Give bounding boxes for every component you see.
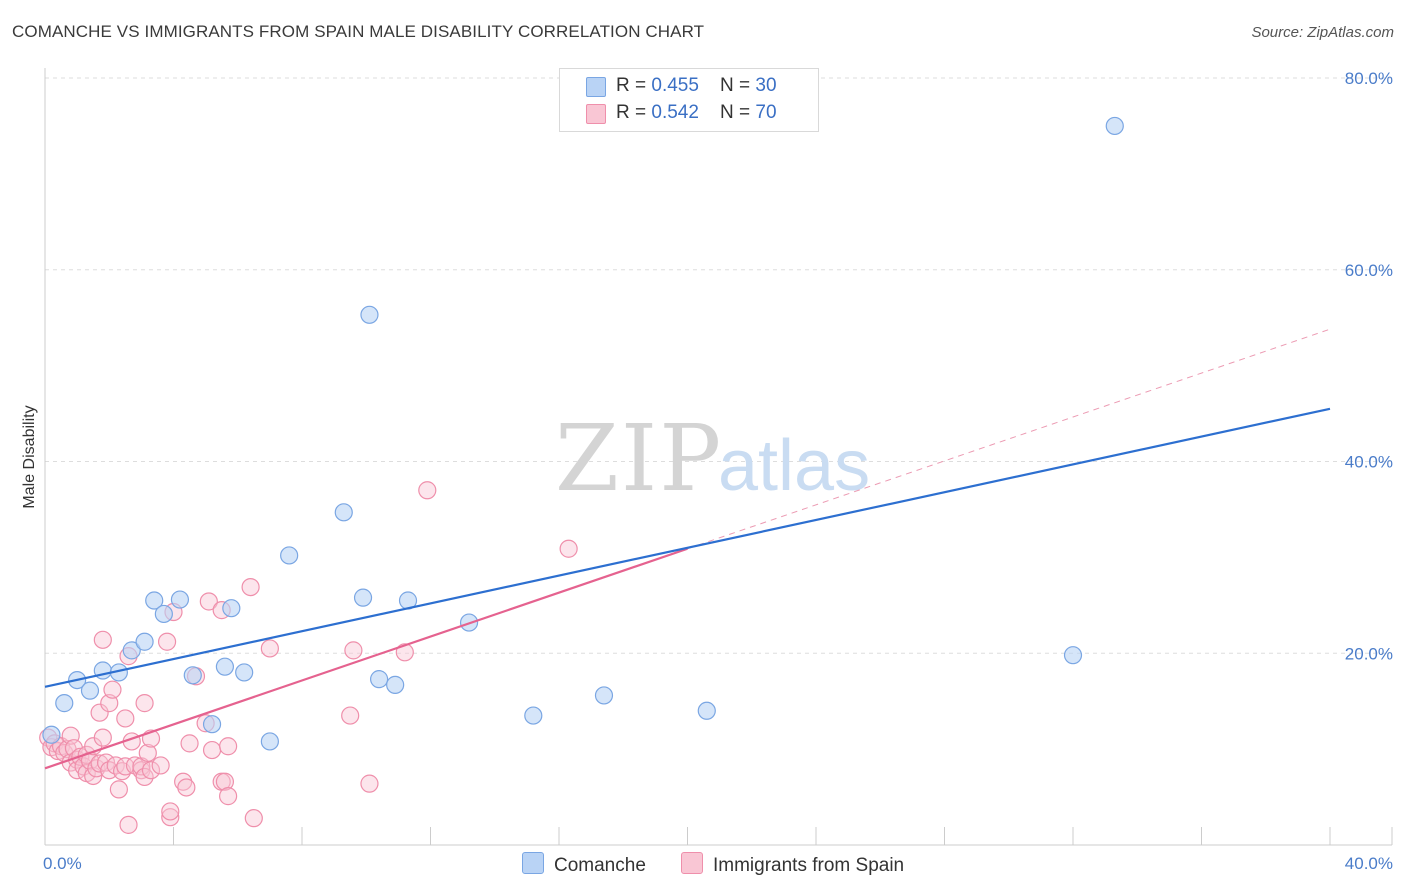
comanche-point [386, 675, 405, 694]
spain-point [418, 481, 437, 500]
spain-point [93, 728, 112, 747]
spain-point [157, 632, 177, 651]
spain-point [260, 639, 279, 658]
spain-point [174, 772, 193, 791]
spain-point [395, 643, 414, 662]
spain-point [241, 577, 260, 597]
legend-n-label: N = [720, 102, 756, 123]
comanche-point [202, 715, 222, 734]
comanche-point [170, 590, 190, 609]
comanche-point [280, 546, 299, 565]
x-tick-label: 40.0% [1345, 854, 1393, 873]
comanche-point [135, 632, 154, 651]
comanche-point [80, 681, 100, 700]
spain-point [199, 592, 218, 611]
spain-point [360, 774, 379, 793]
x-tick-label: 0.0% [43, 854, 82, 873]
x-tick-labels: 0.0% 40.0% [43, 854, 1393, 873]
comanche-point [370, 670, 389, 689]
series-immigrants-from-spain [39, 481, 578, 834]
comanche-swatch [586, 77, 606, 97]
comanche-point [235, 663, 254, 682]
spain-point [559, 539, 578, 558]
comanche-point [145, 591, 164, 610]
y-axis-label: Male Disability [21, 405, 38, 508]
spain-point [161, 808, 180, 827]
spain-point [161, 802, 180, 821]
comanche-point [353, 588, 373, 607]
spain-point [103, 680, 122, 699]
comanche-point [260, 732, 279, 751]
comanche-point [524, 706, 543, 725]
spain-point [244, 809, 263, 828]
correlation-legend: R = 0.455 N = 30 R = 0.542 N = 70 [559, 68, 819, 132]
comanche-trend-line [44, 407, 1331, 688]
spain-point [135, 767, 154, 787]
comanche-point [42, 725, 61, 744]
legend-n-value: 70 [755, 102, 777, 123]
y-tick-label: 40.0% [1345, 453, 1393, 472]
spain-point [341, 706, 360, 725]
comanche-point [1063, 646, 1083, 665]
comanche-point [55, 694, 74, 713]
comanche-point [154, 604, 173, 624]
legend-r-label: R = [616, 75, 652, 96]
legend-r-label: R = [616, 102, 652, 123]
y-tick-label: 60.0% [1345, 261, 1393, 280]
bottom-legend-label: Comanche [554, 855, 646, 876]
spain-point [219, 737, 238, 756]
spain-swatch [586, 104, 606, 124]
axes [44, 68, 1393, 846]
spain-point [100, 694, 119, 713]
comanche-point [183, 666, 202, 685]
spain-point [177, 778, 196, 797]
spain-trend-line [44, 547, 688, 770]
legend-r-value: 0.542 [651, 102, 699, 123]
comanche-point [1105, 116, 1124, 136]
bottom-legend-comanche: Comanche [522, 852, 646, 877]
chart-title: COMANCHE VS IMMIGRANTS FROM SPAIN MALE D… [12, 22, 705, 41]
comanche-point [215, 657, 234, 676]
spain-legend-swatch [681, 852, 703, 874]
comanche-point [334, 503, 353, 522]
comanche-point [697, 701, 716, 720]
spain-point [119, 815, 138, 834]
spain-point [138, 743, 157, 763]
spain-point [109, 780, 128, 799]
series-comanche [42, 116, 1124, 751]
y-tick-label: 80.0% [1345, 69, 1393, 88]
trend-lines [44, 328, 1331, 770]
source-credit: Source: ZipAtlas.com [1251, 24, 1394, 41]
spain-trend-extension [687, 328, 1331, 550]
bottom-legend-spain: Immigrants from Spain [681, 852, 904, 877]
spain-point [90, 754, 109, 773]
watermark-atlas: atlas [718, 426, 870, 506]
spain-point [202, 740, 222, 760]
spain-point [141, 761, 161, 780]
spain-point [90, 703, 109, 722]
spain-point [151, 756, 170, 775]
spain-point [116, 709, 135, 728]
legend-n-value: 30 [755, 75, 777, 96]
y-tick-labels: 20.0% 40.0% 60.0% 80.0% [1345, 69, 1393, 663]
spain-point [219, 787, 238, 806]
spain-point [344, 641, 363, 660]
comanche-point [360, 305, 379, 324]
spain-point [93, 630, 112, 649]
spain-point [135, 694, 154, 713]
comanche-point [222, 599, 241, 618]
legend-r-value: 0.455 [651, 75, 699, 96]
spain-point [180, 734, 199, 753]
comanche-legend-swatch [522, 852, 544, 874]
comanche-point [122, 641, 141, 660]
spain-point [215, 772, 234, 791]
y-tick-label: 20.0% [1345, 644, 1393, 663]
watermark-zip: ZIP [555, 405, 723, 512]
legend-n-label: N = [720, 75, 756, 96]
grid-lines [45, 77, 1392, 654]
comanche-point [594, 686, 614, 705]
bottom-legend-label: Immigrants from Spain [713, 855, 905, 876]
